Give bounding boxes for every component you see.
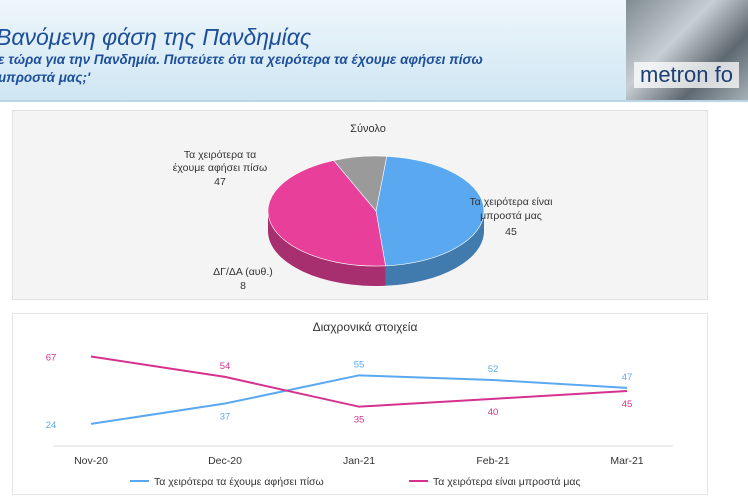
logo-text: metron fo [634,62,739,88]
line-series: 24 37 55 52 47 67 54 35 40 45 [46,353,673,447]
data-label: 40 [488,407,499,418]
series-line-1 [90,355,628,408]
pie-title: Σύνολο [350,123,386,135]
pie-value-ahead: 45 [505,226,517,238]
page-title: Βανόμενη φάση της Πανδημίας [0,24,312,50]
pie-label-ahead-line2: μπροστά μας [480,210,542,222]
pie-slice-2 [333,155,388,212]
data-label: 37 [220,412,231,423]
data-label: 24 [46,420,57,431]
pie-chart: Σύνολο Τα χειρότερα τα έχουμε αφήσει πίσ… [173,123,554,292]
series-line-0 [90,374,628,425]
x-tick-label: Dec-20 [208,455,242,467]
data-label: 54 [220,361,231,372]
pie-slice-1 [267,160,386,267]
data-label: 47 [622,372,633,383]
question-text: ε τώρα για την Πανδημία. Πιστεύετε ότι τ… [0,51,598,87]
x-tick-label: Jan-21 [343,455,375,467]
data-label: 55 [354,359,365,370]
question-line-1: ε τώρα για την Πανδημία. Πιστεύετε ότι τ… [0,52,483,67]
pie-label-behind-line2: έχουμε αφήσει πίσω [173,162,268,174]
line-chart: Διαχρονικά στοιχεία 24 37 55 52 47 67 54 35 40 45… [46,320,673,488]
data-label: 52 [488,364,499,375]
header-banner: Βανόμενη φάση της Πανδημίας ε τώρα για τ… [0,0,748,102]
x-tick-label: Nov-20 [74,455,108,467]
pie-slice-side-1 [268,211,386,286]
x-axis-labels: Nov-20 Dec-20 Jan-21 Feb-21 Mar-21 [74,455,644,467]
pie-label-behind-line1: Τα χειρότερα τα [184,149,256,161]
question-line-2: μπροστά μας;' [0,70,91,85]
data-label: 45 [622,399,633,410]
pie-slices [267,155,485,286]
x-tick-label: Feb-21 [476,455,509,467]
data-label: 35 [354,415,365,426]
pie-value-behind: 47 [214,176,226,188]
pie-chart-panel: Σύνολο Τα χειρότερα τα έχουμε αφήσει πίσ… [12,110,708,300]
legend-label-behind: Τα χειρότερα τα έχουμε αφήσει πίσω [154,476,324,488]
pie-slice-side-0 [385,211,484,286]
line-chart-panel: Διαχρονικά στοιχεία 24 37 55 52 47 67 54 35 40 45… [12,313,708,495]
pie-slice-0 [375,155,485,267]
line-chart-title: Διαχρονικά στοιχεία [313,320,418,334]
legend-label-ahead: Τα χειρότερα είναι μπροστά μας [433,476,581,488]
data-label: 67 [46,353,57,364]
brand-logo: metron fo [626,0,748,100]
pie-value-dk: 8 [240,280,246,292]
pie-label-ahead-line1: Τα χειρότερα είναι [470,196,554,208]
pie-label-dk-line1: ΔΓ/ΔΑ (αυθ.) [213,266,273,278]
x-tick-label: Mar-21 [610,455,643,467]
